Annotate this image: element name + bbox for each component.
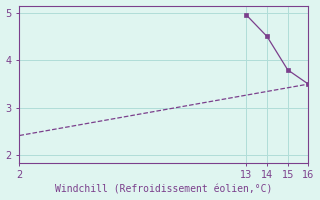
X-axis label: Windchill (Refroidissement éolien,°C): Windchill (Refroidissement éolien,°C): [55, 184, 273, 194]
